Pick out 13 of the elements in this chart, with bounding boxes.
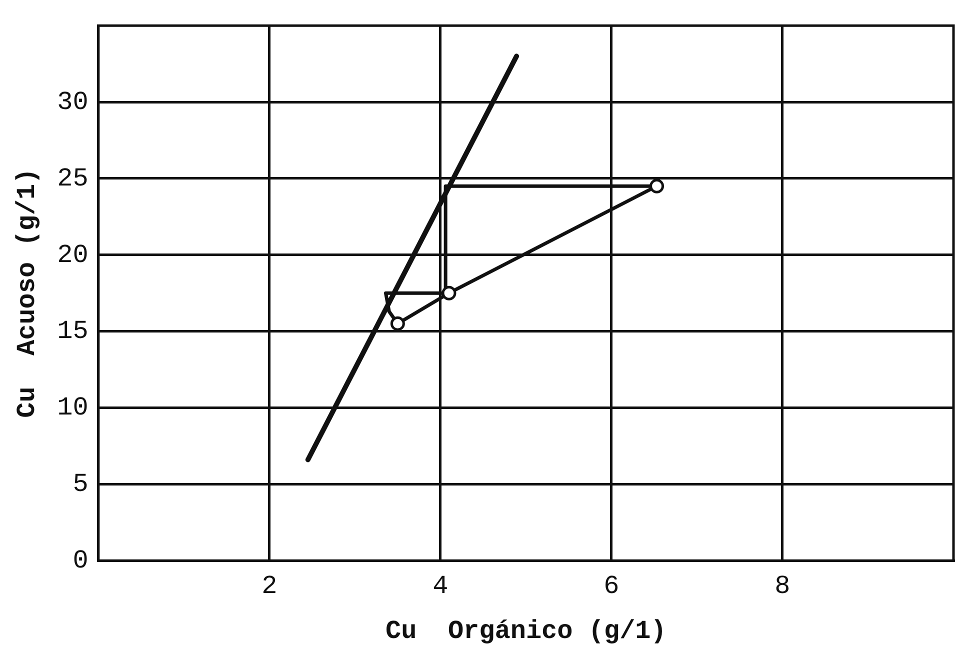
- x-axis-title: Cu Orgánico (g/1): [386, 616, 666, 646]
- y-tick-label: 5: [72, 469, 88, 500]
- y-tick-label: 25: [57, 163, 88, 194]
- x-tick-label: 2: [262, 571, 278, 602]
- x-tick-label: 6: [604, 571, 620, 602]
- x-tick-label: 8: [774, 571, 790, 602]
- x-tick-label: 4: [432, 571, 448, 602]
- y-tick-label: 30: [57, 86, 88, 117]
- y-tick-label: 15: [57, 316, 88, 346]
- y-tick-label: 20: [57, 240, 88, 270]
- y-axis-title: Cu Acuoso (g/1): [12, 168, 42, 418]
- y-tick-label: 0: [72, 545, 88, 576]
- y-tick-label: 10: [57, 392, 88, 423]
